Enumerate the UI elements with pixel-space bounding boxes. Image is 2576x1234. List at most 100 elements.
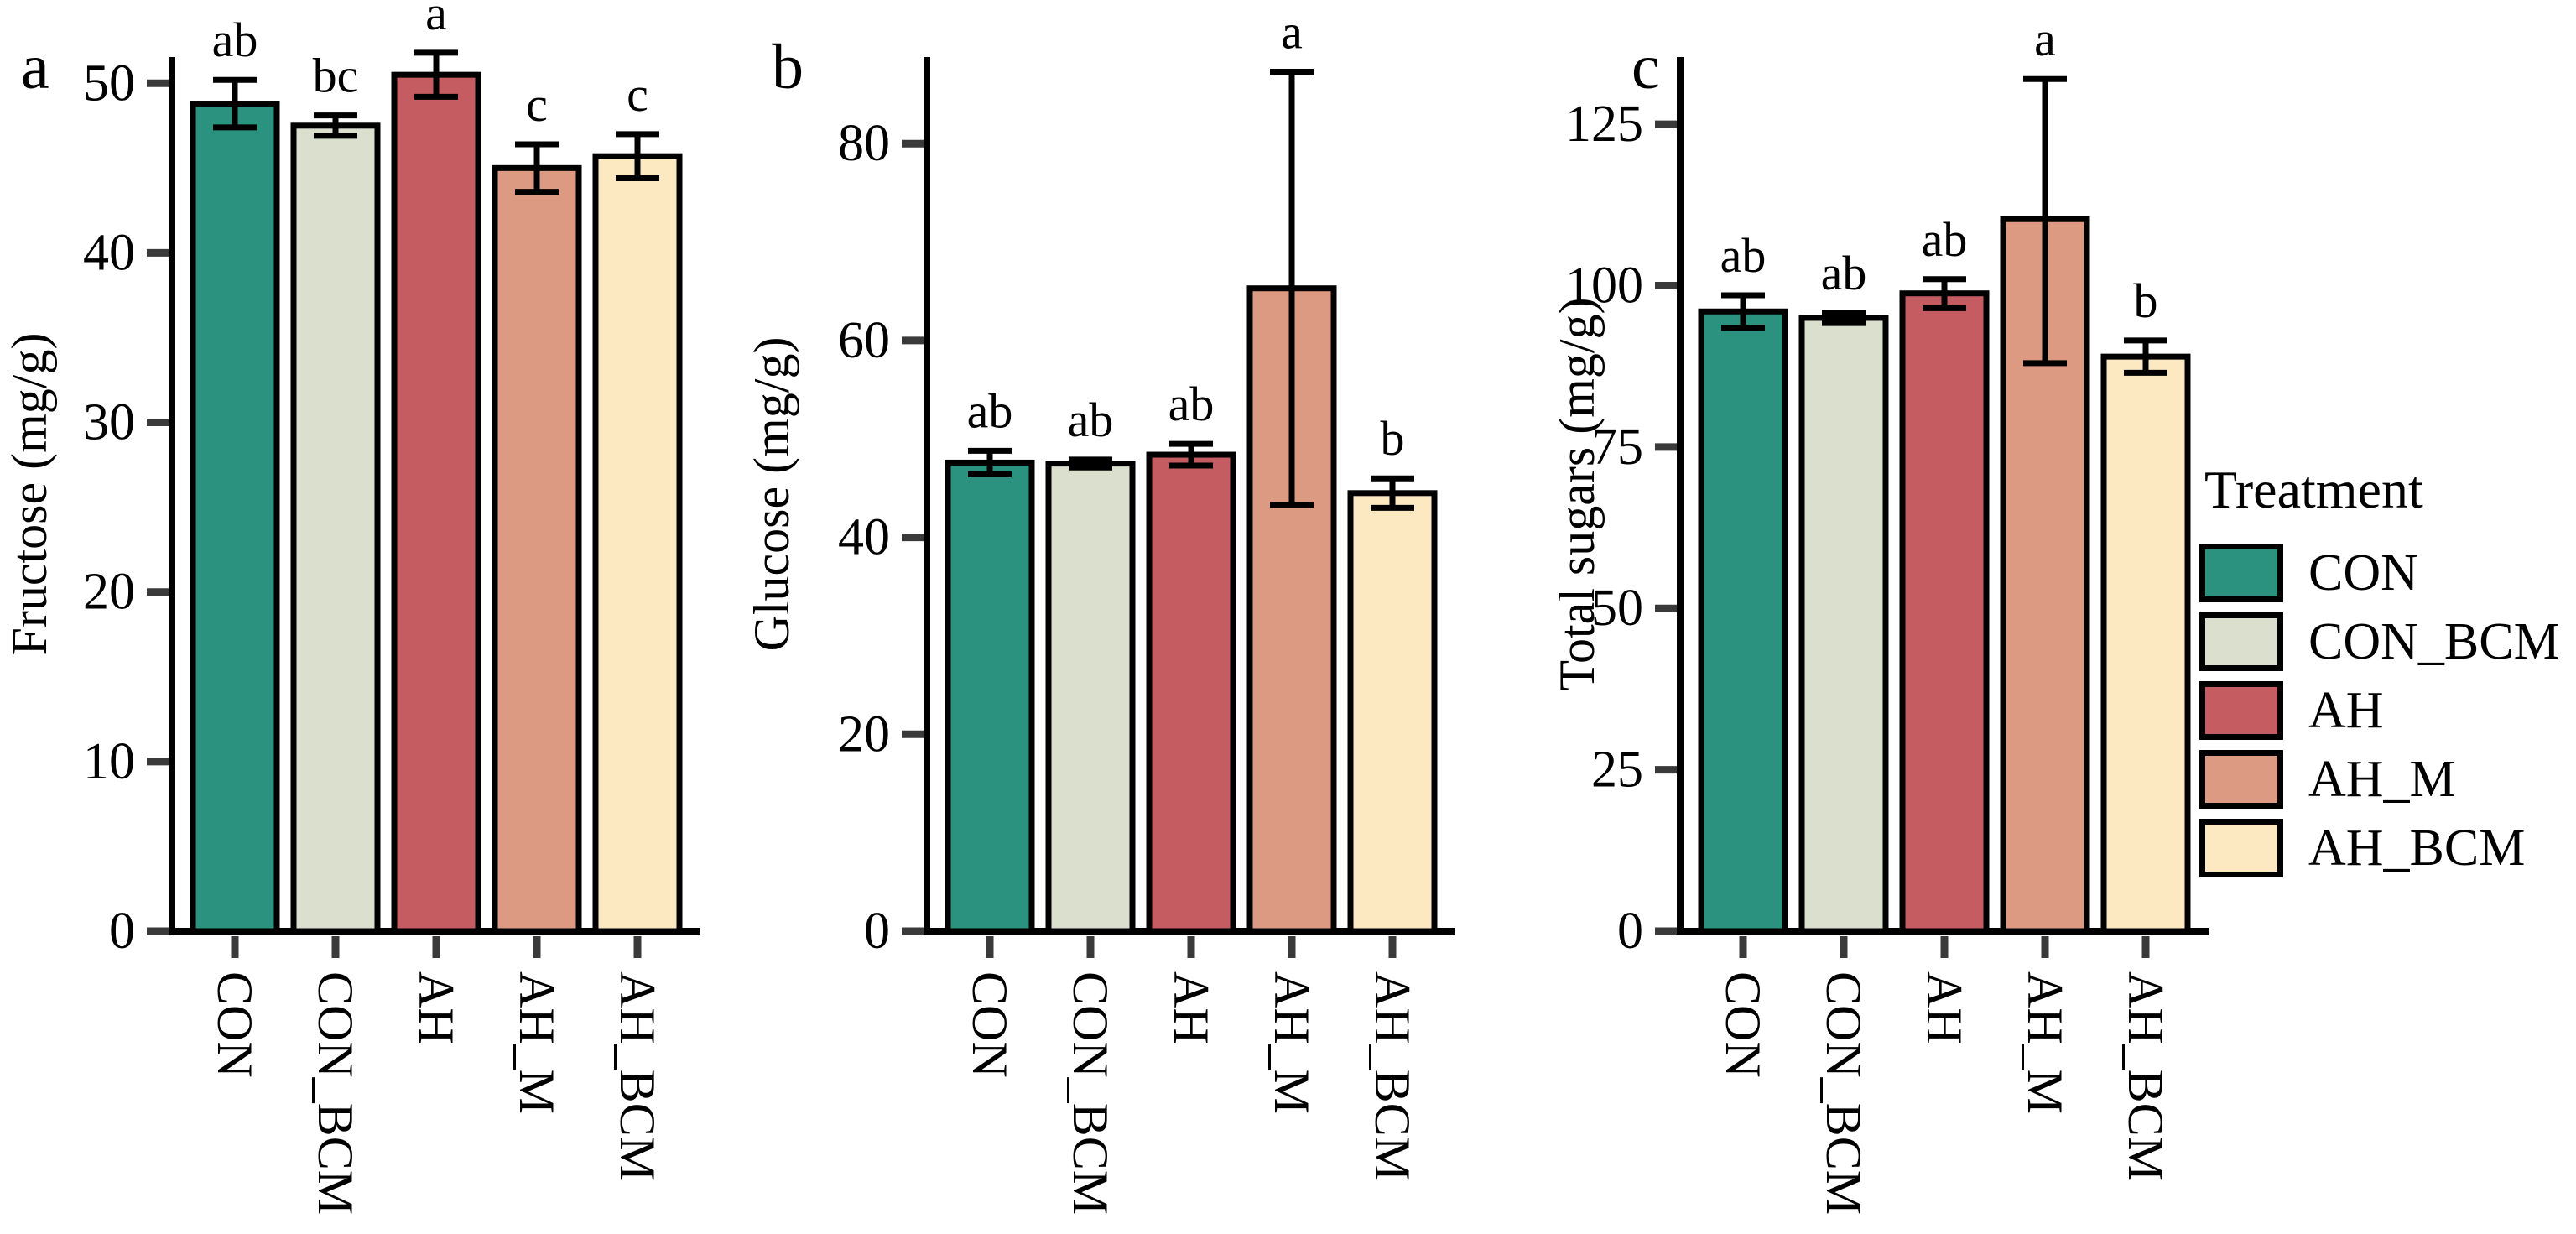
y-tick-label: 80 — [838, 115, 890, 172]
sig-letter-b-AH_M: a — [1281, 5, 1303, 60]
y-tick-label: 100 — [1565, 257, 1643, 314]
sig-letter-c-AH_BCM: b — [2134, 273, 2158, 328]
error-bar-c-AH — [1923, 276, 1966, 311]
sig-letter-b-AH: ab — [1168, 377, 1215, 431]
legend-items: CON CON_BCM AH AH_M AH_BCM — [2199, 539, 2573, 883]
legend-label: AH — [2308, 682, 2384, 739]
y-axis-label-b: Glucose (mg/g) — [744, 337, 799, 652]
legend-label: CON — [2308, 544, 2418, 601]
x-tick-label-c-CON_BCM: CON_BCM — [1816, 971, 1871, 1215]
bar-b-CON — [945, 459, 1035, 935]
sig-letter-a-CON: ab — [212, 13, 258, 67]
x-tick-label-c-AH_BCM: AH_BCM — [2118, 971, 2173, 1181]
bar-c-AH_BCM — [2100, 353, 2191, 935]
bar-c-CON — [1698, 308, 1788, 935]
panel-c: c Total sugars (mg/g) 0 25 50 75 100 125 ab CON ab… — [1476, 0, 2214, 1234]
legend-label: CON_BCM — [2308, 613, 2560, 670]
error-bar-c-AH_BCM — [2124, 337, 2167, 376]
y-tick-label: 50 — [83, 55, 135, 112]
y-tick-label: 0 — [864, 903, 890, 960]
y-tick-label: 20 — [83, 564, 135, 621]
x-tick-label-b-CON: CON — [962, 971, 1017, 1078]
error-bar-c-CON_BCM — [1822, 310, 1866, 326]
sig-letter-c-AH_M: a — [2034, 12, 2056, 66]
sig-letter-a-CON_BCM: bc — [313, 49, 359, 103]
legend-swatch-CON_BCM — [2199, 612, 2283, 671]
legend-label: AH_BCM — [2308, 820, 2526, 877]
error-bar-a-AH_M — [515, 141, 559, 195]
y-tick-label: 0 — [1617, 903, 1643, 960]
bar-a-AH — [391, 71, 481, 935]
x-tick-label-b-AH_BCM: AH_BCM — [1365, 971, 1420, 1181]
x-tick-label-a-CON_BCM: CON_BCM — [308, 971, 363, 1215]
legend: Treatment CON CON_BCM AH AH_M AH_BCM — [2199, 463, 2573, 883]
y-axis-label-a: Fructose (mg/g) — [2, 333, 57, 656]
legend-item-AH_BCM: AH_BCM — [2199, 814, 2573, 883]
y-tick-label: 75 — [1591, 419, 1643, 476]
legend-label: AH_M — [2308, 751, 2456, 808]
y-tick-label: 30 — [83, 394, 135, 451]
x-tick-label-b-AH: AH — [1163, 971, 1219, 1044]
error-bar-b-AH — [1169, 440, 1213, 469]
panel-letter-a: a — [21, 32, 49, 102]
bar-a-CON_BCM — [290, 122, 381, 935]
legend-title: Treatment — [2204, 460, 2423, 519]
legend-swatch-AH — [2199, 681, 2283, 740]
bar-b-AH_BCM — [1347, 490, 1438, 935]
bar-b-CON_BCM — [1045, 461, 1136, 935]
x-tick-label-c-AH_M: AH_M — [2017, 971, 2073, 1114]
y-tick-label: 0 — [109, 903, 135, 960]
sig-letter-b-CON: ab — [967, 383, 1013, 438]
x-tick-label-c-AH: AH — [1917, 971, 1972, 1044]
legend-swatch-CON — [2199, 544, 2283, 602]
y-axis-label-c: Total sugars (mg/g) — [1549, 297, 1605, 690]
sig-letter-a-AH_M: c — [526, 77, 548, 132]
error-bar-b-AH_BCM — [1371, 475, 1414, 511]
y-tick-label: 25 — [1591, 742, 1643, 799]
bar-c-AH — [1899, 290, 1990, 935]
x-tick-label-a-AH_M: AH_M — [509, 971, 565, 1114]
y-tick-label: 40 — [83, 224, 135, 281]
error-bar-b-CON_BCM — [1069, 456, 1112, 471]
error-bar-a-AH_BCM — [616, 131, 659, 181]
sig-letter-c-CON: ab — [1720, 228, 1767, 283]
y-tick-label: 60 — [838, 312, 890, 369]
error-bar-a-AH — [414, 49, 458, 100]
sig-letter-c-CON_BCM: ab — [1821, 246, 1867, 300]
panel-letter-b: b — [772, 32, 804, 102]
error-bar-a-CON — [213, 76, 257, 131]
error-bar-b-AH_M — [1270, 69, 1314, 508]
bar-a-CON — [190, 101, 280, 935]
x-tick-label-b-AH_M: AH_M — [1264, 971, 1319, 1114]
x-tick-label-a-AH: AH — [409, 971, 464, 1044]
y-tick-label: 40 — [838, 509, 890, 566]
legend-item-AH: AH — [2199, 676, 2573, 745]
legend-item-CON_BCM: CON_BCM — [2199, 607, 2573, 676]
error-bar-b-CON — [968, 447, 1012, 478]
sig-letter-a-AH_BCM: c — [627, 67, 648, 122]
bar-b-AH — [1146, 451, 1236, 935]
error-bar-c-CON — [1721, 292, 1765, 331]
sig-letter-b-AH_BCM: b — [1381, 411, 1405, 466]
sig-letter-b-CON_BCM: ab — [1068, 393, 1114, 447]
y-tick-label: 50 — [1591, 580, 1643, 637]
bar-a-AH_M — [492, 164, 582, 935]
chart-panels: a Fructose (mg/g) 0 10 20 30 40 50 ab CON bc CON_BC… — [0, 0, 2214, 1234]
bar-c-CON_BCM — [1798, 315, 1889, 935]
y-tick-label: 125 — [1565, 96, 1643, 153]
error-bar-a-CON_BCM — [314, 112, 357, 139]
error-bar-c-AH_M — [2023, 75, 2067, 367]
y-tick-label: 10 — [83, 733, 135, 790]
legend-item-CON: CON — [2199, 539, 2573, 607]
x-tick-label-b-CON_BCM: CON_BCM — [1063, 971, 1118, 1215]
legend-item-AH_M: AH_M — [2199, 745, 2573, 814]
panel-a: a Fructose (mg/g) 0 10 20 30 40 50 ab CON bc CON_BC… — [0, 0, 738, 1234]
x-tick-label-a-AH_BCM: AH_BCM — [610, 971, 665, 1181]
y-tick-label: 20 — [838, 706, 890, 763]
bar-a-AH_BCM — [592, 153, 683, 935]
legend-swatch-AH_M — [2199, 750, 2283, 809]
sig-letter-c-AH: ab — [1922, 212, 1968, 267]
sig-letter-a-AH: a — [425, 0, 447, 40]
x-tick-label-c-CON: CON — [1715, 971, 1771, 1078]
